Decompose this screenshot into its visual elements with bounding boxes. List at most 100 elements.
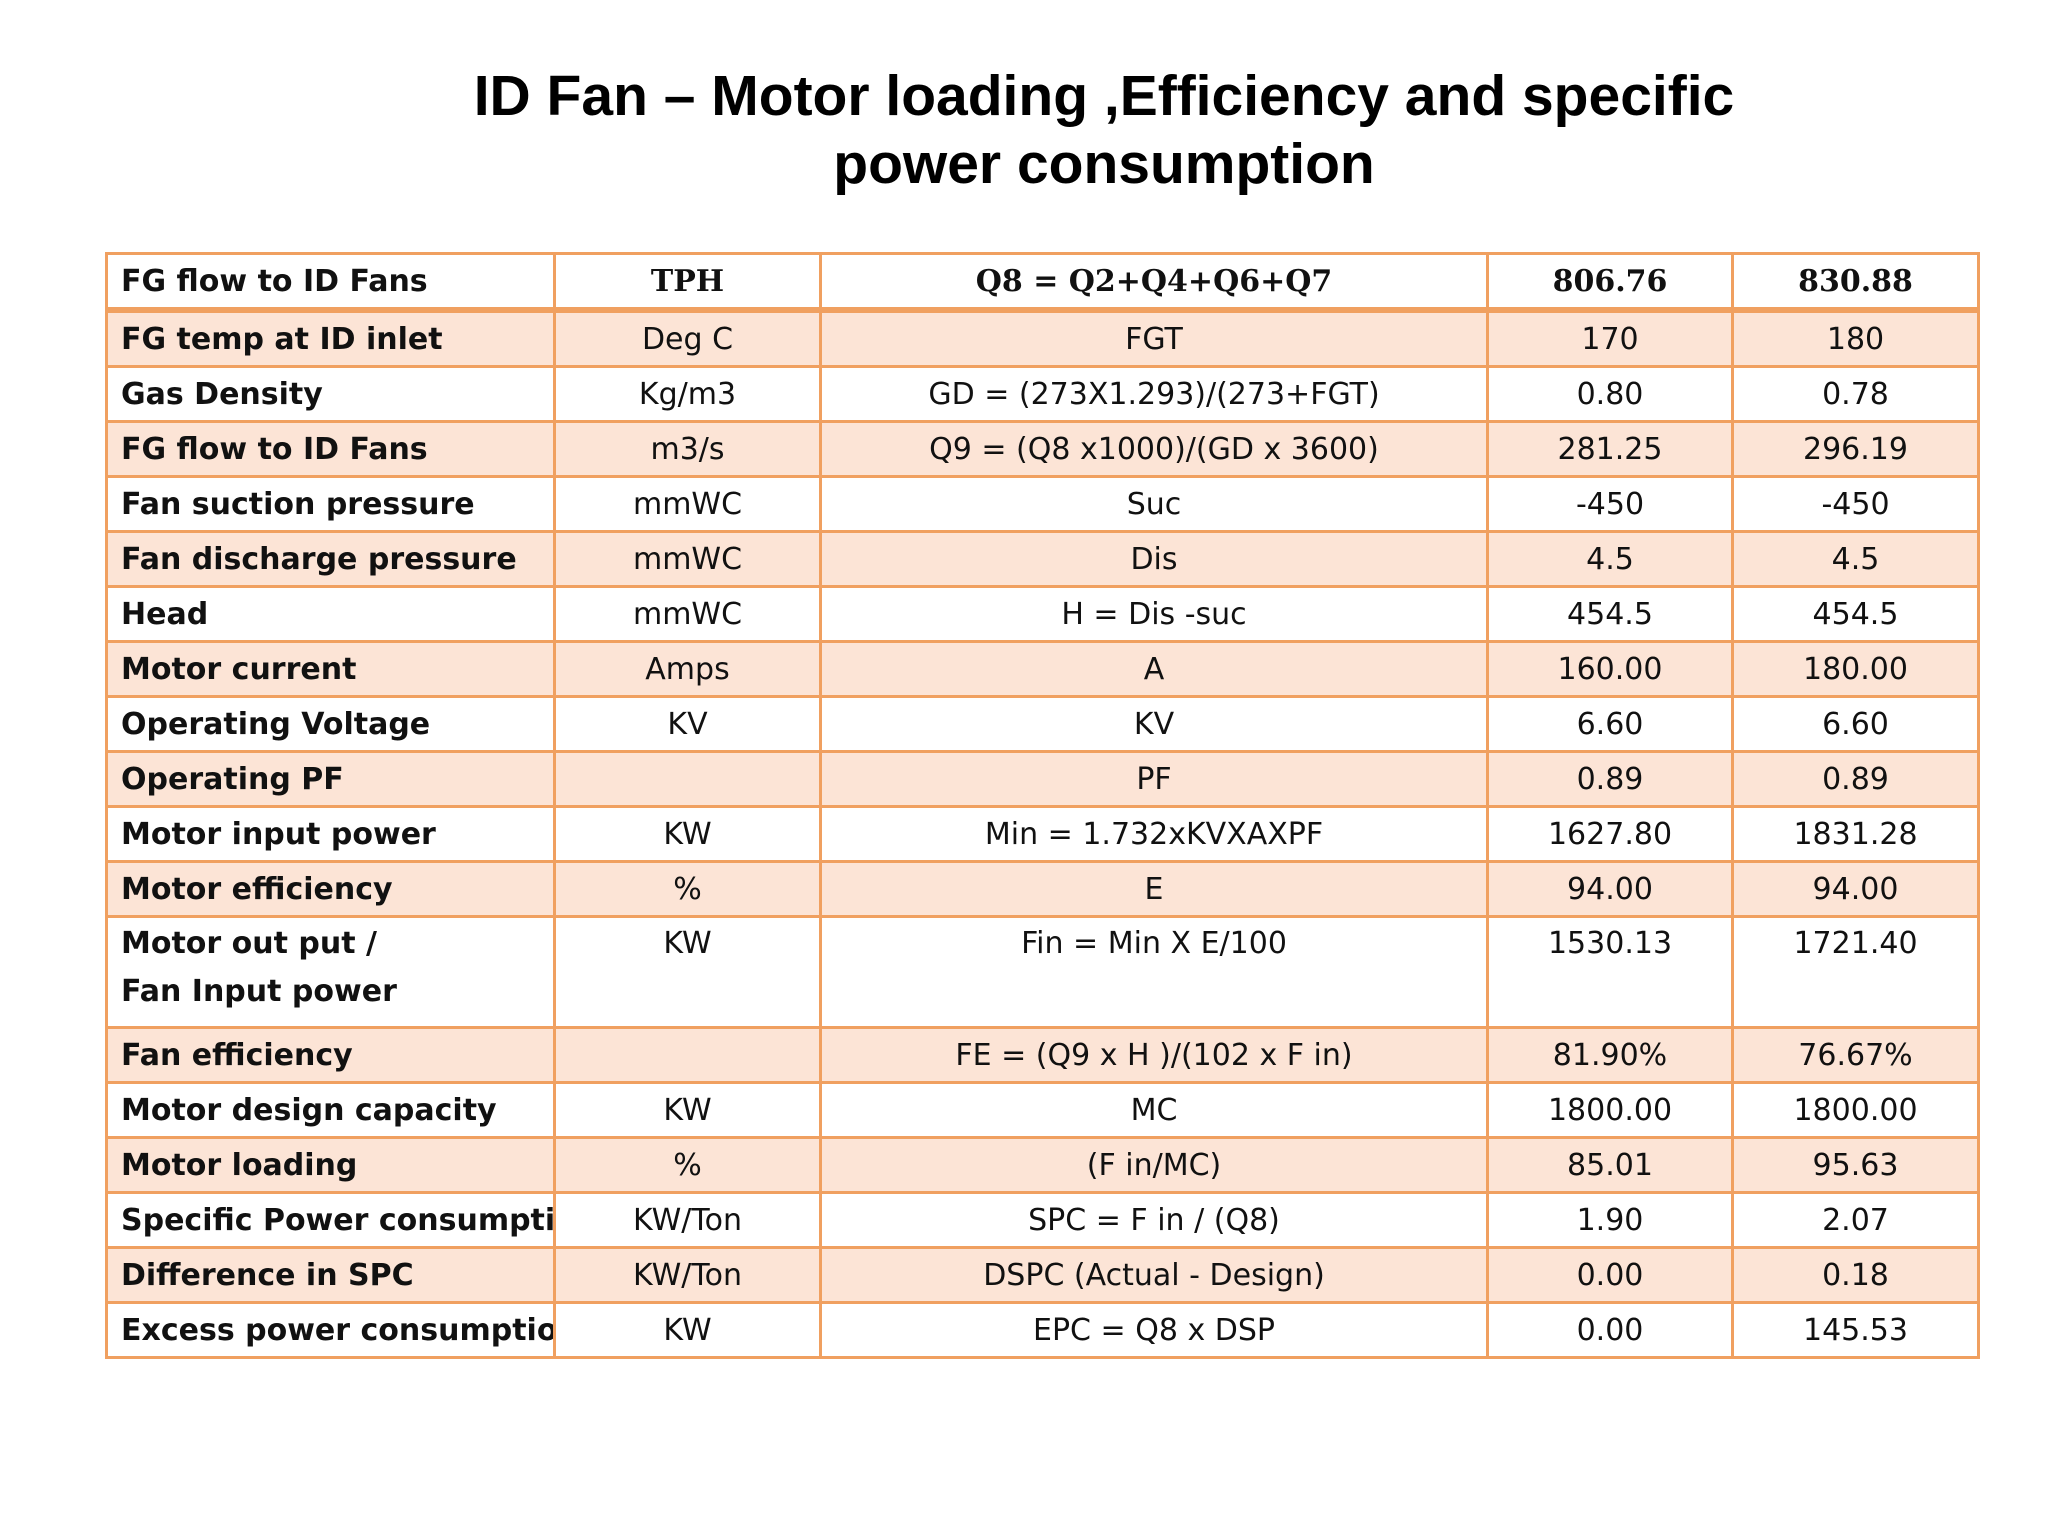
row-unit: Deg C <box>553 308 822 368</box>
row-value-2: 1831.28 <box>1731 805 1980 863</box>
table-row: Fan suction pressure mmWC Suc -450 -450 <box>105 475 1980 533</box>
row-parameter: Operating Voltage <box>105 695 556 753</box>
table-row: FG temp at ID inlet Deg C FGT 170 180 <box>105 308 1980 368</box>
header-value-1: 806.76 <box>1486 252 1734 313</box>
row-formula: KV <box>819 695 1489 753</box>
header-value-2: 830.88 <box>1731 252 1980 313</box>
row-unit <box>553 1026 822 1084</box>
row-parameter: Excess power consumption <box>105 1301 556 1359</box>
row-formula: E <box>819 860 1489 918</box>
table-header-row: FG flow to ID Fans TPH Q8 = Q2+Q4+Q6+Q7 … <box>105 252 1980 313</box>
row-parameter: Motor input power <box>105 805 556 863</box>
row-unit: KW/Ton <box>553 1246 822 1304</box>
table-row: Difference in SPC KW/Ton DSPC (Actual - … <box>105 1246 1980 1304</box>
row-formula: H = Dis -suc <box>819 585 1489 643</box>
row-value-2: 0.78 <box>1731 365 1980 423</box>
title-line-1: ID Fan – Motor loading ,Efficiency and s… <box>473 64 1735 128</box>
row-formula: Suc <box>819 475 1489 533</box>
row-value-2: -450 <box>1731 475 1980 533</box>
table-row: Excess power consumption KW EPC = Q8 x D… <box>105 1301 1980 1359</box>
row-formula: Q9 = (Q8 x1000)/(GD x 3600) <box>819 420 1489 478</box>
row-unit: Amps <box>553 640 822 698</box>
row-value-1: 6.60 <box>1486 695 1734 753</box>
row-parameter-line-2: Fan Input power <box>121 974 397 1009</box>
row-parameter: Motor loading <box>105 1136 556 1194</box>
row-value-2: 76.67% <box>1731 1026 1980 1084</box>
row-value-1: 0.00 <box>1486 1301 1734 1359</box>
row-parameter: Operating PF <box>105 750 556 808</box>
row-value-1: 85.01 <box>1486 1136 1734 1194</box>
row-value-1: 81.90% <box>1486 1026 1734 1084</box>
row-formula: PF <box>819 750 1489 808</box>
row-value-2: 1800.00 <box>1731 1081 1980 1139</box>
row-value-2: 296.19 <box>1731 420 1980 478</box>
row-unit <box>553 750 822 808</box>
row-unit: KV <box>553 695 822 753</box>
row-value-2: 2.07 <box>1731 1191 1980 1249</box>
row-unit: % <box>553 1136 822 1194</box>
row-value-1: 160.00 <box>1486 640 1734 698</box>
row-value-1: 4.5 <box>1486 530 1734 588</box>
row-unit: % <box>553 860 822 918</box>
row-value-1: 170 <box>1486 308 1734 368</box>
row-value-1: 1800.00 <box>1486 1081 1734 1139</box>
row-unit: mmWC <box>553 475 822 533</box>
table-row: Specific Power consumption KW/Ton SPC = … <box>105 1191 1980 1249</box>
row-unit: mmWC <box>553 585 822 643</box>
row-parameter: Specific Power consumption <box>105 1191 556 1249</box>
title-line-2: power consumption <box>833 132 1375 196</box>
row-unit: m3/s <box>553 420 822 478</box>
row-parameter: FG flow to ID Fans <box>105 420 556 478</box>
row-value-1: 454.5 <box>1486 585 1734 643</box>
row-value-2: 180 <box>1731 308 1980 368</box>
row-formula: Fin = Min X E/100 <box>819 915 1489 1029</box>
table-row: Motor loading % (F in/MC) 85.01 95.63 <box>105 1136 1980 1194</box>
table-row: Operating Voltage KV KV 6.60 6.60 <box>105 695 1980 753</box>
row-formula: Dis <box>819 530 1489 588</box>
row-formula: EPC = Q8 x DSP <box>819 1301 1489 1359</box>
row-unit: KW <box>553 1301 822 1359</box>
row-value-1: 94.00 <box>1486 860 1734 918</box>
calculation-table: FG flow to ID Fans TPH Q8 = Q2+Q4+Q6+Q7 … <box>105 252 1980 1359</box>
header-unit: TPH <box>553 252 822 313</box>
row-parameter: Motor out put / Fan Input power <box>105 915 556 1029</box>
table-row: FG flow to ID Fans m3/s Q9 = (Q8 x1000)/… <box>105 420 1980 478</box>
row-formula: A <box>819 640 1489 698</box>
table-row: Gas Density Kg/m3 GD = (273X1.293)/(273+… <box>105 365 1980 423</box>
row-value-2: 1721.40 <box>1731 915 1980 1029</box>
row-unit: KW <box>553 1081 822 1139</box>
row-parameter: Gas Density <box>105 365 556 423</box>
row-formula: FE = (Q9 x H )/(102 x F in) <box>819 1026 1489 1084</box>
table-row: Fan efficiency FE = (Q9 x H )/(102 x F i… <box>105 1026 1980 1084</box>
row-value-2: 180.00 <box>1731 640 1980 698</box>
table-row: Motor design capacity KW MC 1800.00 1800… <box>105 1081 1980 1139</box>
row-value-2: 95.63 <box>1731 1136 1980 1194</box>
table-row: Head mmWC H = Dis -suc 454.5 454.5 <box>105 585 1980 643</box>
row-formula: Min = 1.732xKVXAXPF <box>819 805 1489 863</box>
row-formula: FGT <box>819 308 1489 368</box>
row-value-2: 0.18 <box>1731 1246 1980 1304</box>
slide-title: ID Fan – Motor loading ,Efficiency and s… <box>0 62 2048 198</box>
row-parameter: Motor efficiency <box>105 860 556 918</box>
row-parameter: Motor design capacity <box>105 1081 556 1139</box>
header-parameter: FG flow to ID Fans <box>105 252 556 313</box>
row-value-2: 454.5 <box>1731 585 1980 643</box>
row-formula: SPC = F in / (Q8) <box>819 1191 1489 1249</box>
row-parameter: Difference in SPC <box>105 1246 556 1304</box>
row-value-2: 6.60 <box>1731 695 1980 753</box>
row-formula: DSPC (Actual - Design) <box>819 1246 1489 1304</box>
row-unit: mmWC <box>553 530 822 588</box>
row-value-2: 94.00 <box>1731 860 1980 918</box>
row-unit: KW <box>553 805 822 863</box>
row-parameter: Fan efficiency <box>105 1026 556 1084</box>
row-value-1: 0.80 <box>1486 365 1734 423</box>
row-parameter: FG temp at ID inlet <box>105 308 556 368</box>
row-parameter-line-1: Motor out put / <box>121 926 377 961</box>
row-unit: KW <box>553 915 822 1029</box>
row-unit: KW/Ton <box>553 1191 822 1249</box>
table-row: Motor efficiency % E 94.00 94.00 <box>105 860 1980 918</box>
row-value-1: 0.89 <box>1486 750 1734 808</box>
row-value-1: -450 <box>1486 475 1734 533</box>
table-row: Motor input power KW Min = 1.732xKVXAXPF… <box>105 805 1980 863</box>
row-parameter: Head <box>105 585 556 643</box>
